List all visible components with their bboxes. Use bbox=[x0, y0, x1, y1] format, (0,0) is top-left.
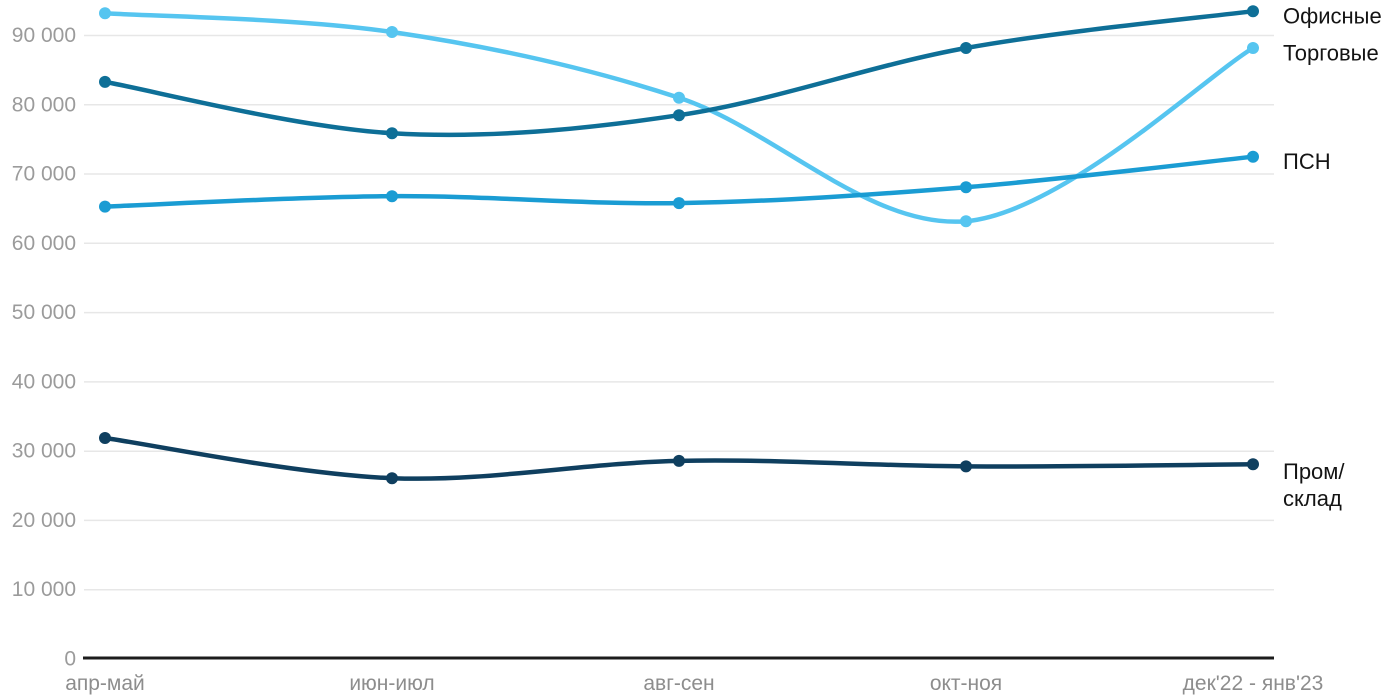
data-point-ofisnye-3 bbox=[960, 42, 972, 54]
data-point-ofisnye-0 bbox=[99, 75, 111, 88]
data-point-torgovye-4 bbox=[1247, 42, 1259, 54]
y-tick-label: 60 000 bbox=[12, 232, 76, 255]
y-tick-label: 10 000 bbox=[12, 578, 76, 601]
data-point-prom-sklad-0 bbox=[99, 432, 111, 444]
data-point-prom-sklad-2 bbox=[673, 454, 685, 467]
y-tick-label: 30 000 bbox=[12, 440, 76, 463]
data-point-torgovye-1 bbox=[386, 26, 398, 38]
series-label-psn: ПСН bbox=[1283, 149, 1331, 174]
y-tick-label: 40 000 bbox=[12, 370, 76, 393]
series-label-prom-sklad: склад bbox=[1283, 486, 1342, 511]
data-point-torgovye-0 bbox=[99, 7, 111, 20]
y-tick-label: 50 000 bbox=[12, 301, 76, 324]
data-point-torgovye-2 bbox=[673, 91, 685, 104]
series-label-torgovye: Торговые bbox=[1283, 41, 1379, 66]
data-point-prom-sklad-1 bbox=[386, 472, 398, 485]
data-point-psn-2 bbox=[673, 197, 685, 210]
data-point-psn-1 bbox=[386, 190, 398, 203]
y-tick-label: 20 000 bbox=[12, 509, 76, 532]
x-tick-label: апр-май bbox=[65, 672, 145, 695]
y-tick-label: 80 000 bbox=[12, 93, 76, 116]
x-tick-label: дек'22 - янв'23 bbox=[1183, 672, 1324, 695]
data-point-psn-0 bbox=[99, 200, 111, 213]
y-tick-label: 70 000 bbox=[12, 163, 76, 186]
data-point-ofisnye-1 bbox=[386, 127, 398, 140]
x-tick-label: авг-сен bbox=[643, 672, 714, 695]
data-point-psn-4 bbox=[1247, 150, 1259, 163]
series-label-prom-sklad: Пром/ bbox=[1283, 459, 1345, 484]
data-point-torgovye-3 bbox=[960, 215, 972, 228]
data-point-ofisnye-2 bbox=[673, 109, 685, 122]
y-tick-label: 90 000 bbox=[12, 24, 76, 47]
data-point-psn-3 bbox=[960, 181, 972, 194]
y-tick-label: 0 bbox=[64, 648, 76, 671]
data-point-prom-sklad-4 bbox=[1247, 458, 1259, 471]
data-point-ofisnye-4 bbox=[1247, 5, 1259, 18]
series-label-ofisnye: Офисные bbox=[1283, 4, 1382, 29]
x-tick-label: июн-июл bbox=[349, 672, 434, 695]
data-point-prom-sklad-3 bbox=[960, 460, 972, 473]
x-tick-label: окт-ноя bbox=[930, 672, 1002, 695]
